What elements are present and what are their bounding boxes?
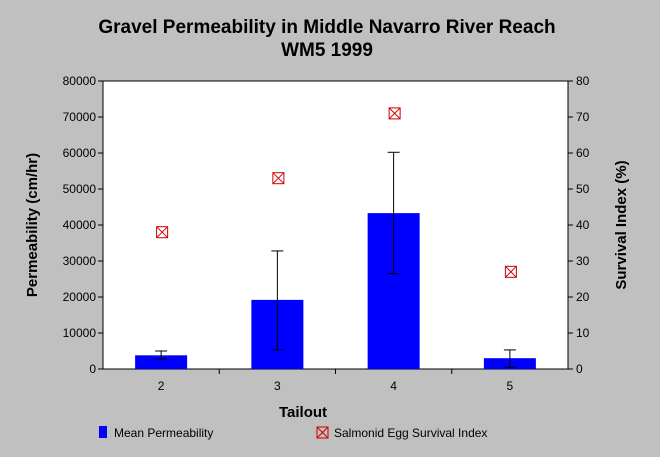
survival-point-tailout-4 [388, 107, 401, 120]
x-tick-label: 5 [507, 379, 514, 393]
legend-label-survival-index: Salmonid Egg Survival Index [334, 426, 487, 440]
legend: Mean Permeability Salmonid Egg Survival … [99, 426, 487, 440]
chart-title: Gravel Permeability in Middle Navarro Ri… [98, 17, 555, 38]
survival-point-tailout-5 [504, 265, 517, 278]
legend-label-mean-permeability: Mean Permeability [114, 426, 213, 440]
y2-tick-label: 0 [576, 362, 583, 376]
y-tick-label: 30000 [63, 254, 97, 268]
y2-tick-label: 40 [576, 218, 590, 232]
y-tick-label: 10000 [63, 326, 97, 340]
y2-tick-label: 50 [576, 182, 590, 196]
y2-tick-label: 70 [576, 110, 590, 124]
bar-tailout-2 [135, 355, 188, 369]
y2-tick-label: 30 [576, 254, 590, 268]
plot-area [102, 80, 569, 370]
error-bar-tailout-2 [155, 350, 168, 360]
y-tick-label: 60000 [63, 146, 97, 160]
survival-point-tailout-3 [272, 172, 285, 185]
y2-tick-label: 60 [576, 146, 590, 160]
y-tick-label: 40000 [63, 218, 97, 232]
y-tick-label: 20000 [63, 290, 97, 304]
x-tick-label: 3 [274, 379, 281, 393]
error-bar-tailout-5 [503, 349, 516, 368]
legend-marker-survival-index [316, 426, 329, 439]
survival-point-tailout-2 [156, 226, 169, 239]
error-bar-tailout-4 [387, 151, 400, 275]
y2-tick-label: 80 [576, 74, 590, 88]
y2-tick-label: 20 [576, 290, 590, 304]
y-tick-label: 80000 [63, 74, 97, 88]
y-tick-label: 50000 [63, 182, 97, 196]
y-tick-label: 0 [89, 362, 96, 376]
error-bar-tailout-3 [271, 250, 284, 351]
x-tick-label: 4 [390, 379, 397, 393]
y2-tick-label: 10 [576, 326, 590, 340]
y-tick-label: 70000 [63, 110, 97, 124]
legend-swatch-mean-permeability [99, 426, 107, 438]
x-tick-label: 2 [158, 379, 165, 393]
x-axis-title: Tailout [279, 404, 327, 421]
chart-subtitle: WM5 1999 [281, 40, 373, 61]
y2-axis-title: Survival Index (%) [613, 160, 630, 289]
y-axis-title: Permeability (cm/hr) [24, 153, 41, 297]
